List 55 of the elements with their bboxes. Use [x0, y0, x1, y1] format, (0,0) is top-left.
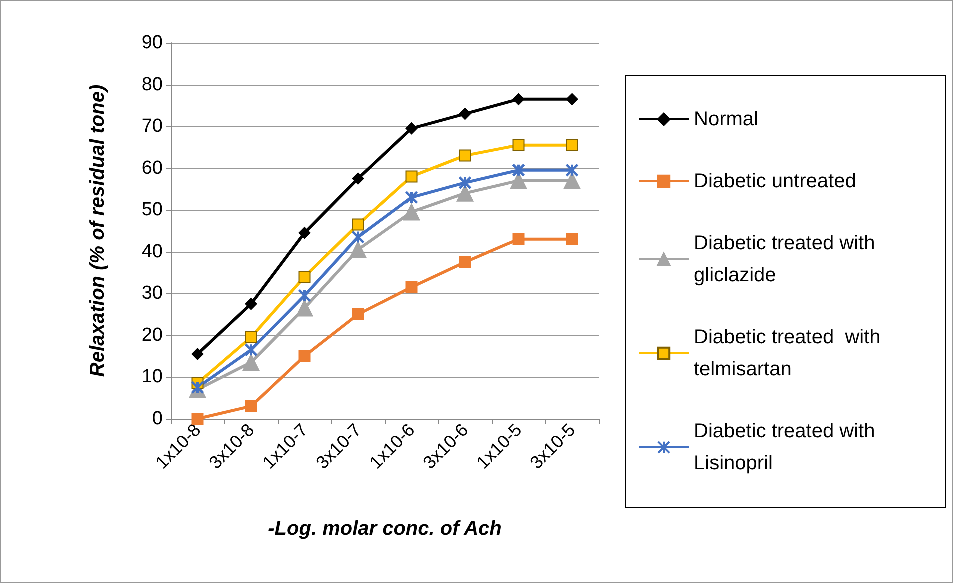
point: [192, 413, 204, 425]
point: [406, 281, 418, 294]
point: [510, 172, 528, 190]
y-tick-label: 50: [142, 200, 163, 221]
point: [352, 172, 364, 185]
y-tick-label: 60: [142, 158, 163, 179]
point: [245, 400, 258, 412]
point: [566, 93, 578, 106]
x-axis-title: -Log. molar conc. of Ach: [268, 518, 502, 540]
point: [245, 298, 258, 310]
legend-label: Normal: [694, 108, 758, 130]
point: [459, 108, 472, 120]
point: [191, 380, 204, 394]
y-tick-label: 20: [142, 324, 163, 346]
point: [406, 170, 418, 183]
point: [512, 164, 526, 178]
legend-label: Diabetic treated with Lisinopril: [694, 420, 881, 474]
point: [245, 332, 258, 344]
y-tick-label: 10: [142, 366, 163, 388]
point: [512, 139, 525, 152]
point: [242, 354, 260, 372]
y-tick-label: 0: [152, 408, 163, 430]
point: [405, 190, 418, 204]
legend-label: Diabetic untreated: [694, 170, 856, 192]
point: [352, 308, 364, 321]
point: [406, 122, 418, 135]
point: [564, 172, 581, 190]
y-axis-title: Relaxation (% of residual tone): [87, 84, 109, 378]
point: [350, 241, 367, 258]
y-tick-label: 90: [142, 32, 163, 54]
point: [244, 343, 258, 357]
point: [298, 289, 312, 303]
point: [403, 204, 420, 221]
point: [512, 93, 525, 106]
y-tick-label: 30: [142, 283, 163, 304]
y-tick-label: 80: [142, 74, 163, 96]
point: [566, 233, 578, 246]
point: [352, 230, 365, 244]
point: [192, 348, 204, 360]
point: [298, 350, 311, 362]
point: [566, 139, 578, 152]
point: [512, 233, 525, 246]
point: [296, 300, 314, 317]
y-tick-label: 40: [142, 241, 163, 262]
point: [459, 256, 472, 268]
point: [458, 176, 472, 190]
point: [298, 270, 311, 283]
point: [566, 164, 579, 178]
point: [352, 218, 364, 231]
point: [459, 150, 472, 162]
legend-label: Diabetic treated with gliclazide: [694, 232, 881, 286]
point: [456, 184, 474, 202]
legend-label: Diabetic treated with telmisartan: [694, 326, 886, 380]
point: [298, 227, 311, 240]
y-tick-label: 70: [142, 116, 163, 138]
